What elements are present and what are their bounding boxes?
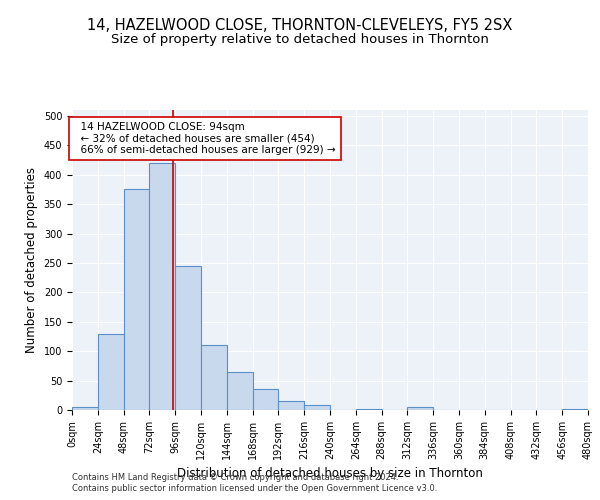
Bar — [149, 163, 175, 410]
Bar — [124, 190, 149, 410]
Text: 14, HAZELWOOD CLOSE, THORNTON-CLEVELEYS, FY5 2SX: 14, HAZELWOOD CLOSE, THORNTON-CLEVELEYS,… — [88, 18, 512, 32]
Text: Contains public sector information licensed under the Open Government Licence v3: Contains public sector information licen… — [72, 484, 437, 493]
Bar — [201, 346, 227, 410]
Bar — [407, 407, 433, 410]
Bar — [278, 401, 304, 410]
Bar — [175, 266, 201, 410]
Bar — [98, 334, 124, 410]
Y-axis label: Number of detached properties: Number of detached properties — [25, 167, 38, 353]
Bar — [253, 390, 278, 410]
Text: Size of property relative to detached houses in Thornton: Size of property relative to detached ho… — [111, 32, 489, 46]
Bar — [304, 406, 330, 410]
X-axis label: Distribution of detached houses by size in Thornton: Distribution of detached houses by size … — [177, 468, 483, 480]
Text: Contains HM Land Registry data © Crown copyright and database right 2024.: Contains HM Land Registry data © Crown c… — [72, 472, 398, 482]
Bar — [562, 409, 588, 410]
Bar — [356, 409, 382, 410]
Bar — [227, 372, 253, 410]
Text: 14 HAZELWOOD CLOSE: 94sqm
  ← 32% of detached houses are smaller (454)
  66% of : 14 HAZELWOOD CLOSE: 94sqm ← 32% of detac… — [74, 122, 336, 155]
Bar — [72, 407, 98, 410]
